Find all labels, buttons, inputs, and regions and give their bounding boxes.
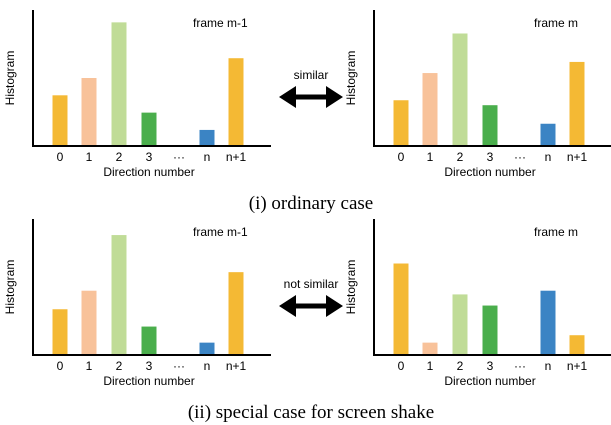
tick-label: ···: [173, 150, 185, 164]
tick-label: 1: [86, 359, 93, 373]
tick-label: 3: [487, 150, 494, 164]
bar: [393, 100, 409, 146]
y-axis-label: Histogram: [3, 260, 17, 315]
bar: [393, 263, 409, 355]
tick-label: 3: [146, 150, 153, 164]
bar: [228, 58, 244, 146]
tick-label: 1: [427, 359, 434, 373]
bar: [540, 123, 556, 146]
arrow-head-right: [326, 295, 343, 317]
bar: [199, 129, 215, 146]
tick-label: n: [204, 150, 211, 164]
bar-chart: 0 1 2 3 ··· n n+1 frame m Direction number Histog…: [344, 10, 611, 179]
tick-label: n: [545, 359, 552, 373]
bar: [482, 105, 498, 146]
bar: [111, 235, 127, 355]
bar: [81, 78, 97, 146]
double-arrow-icon: [279, 295, 343, 317]
bar: [452, 294, 468, 355]
tick-label: n+1: [567, 359, 588, 373]
tick-label: ···: [173, 359, 185, 373]
tick-label: n+1: [567, 150, 588, 164]
relation-label: similar: [294, 68, 329, 82]
tick-label: ···: [514, 150, 526, 164]
tick-label: ···: [514, 359, 526, 373]
tick-label: 0: [57, 150, 64, 164]
relation-label: not similar: [284, 277, 339, 291]
tick-label: 0: [398, 359, 405, 373]
x-axis-label: Direction number: [444, 374, 535, 388]
arrow-head-right: [326, 86, 343, 108]
tick-label: 2: [457, 150, 464, 164]
tick-label: n+1: [226, 359, 247, 373]
bar: [52, 309, 68, 355]
chart-title: frame m: [534, 225, 578, 239]
bar: [228, 272, 244, 355]
tick-label: 2: [116, 359, 123, 373]
case-caption: (ii) special case for screen shake: [188, 402, 434, 423]
tick-label: n: [204, 359, 211, 373]
bar: [141, 112, 157, 146]
bar: [569, 335, 585, 355]
tick-label: 0: [398, 150, 405, 164]
bar: [52, 95, 68, 146]
tick-label: 2: [116, 150, 123, 164]
chart-title: frame m: [534, 16, 578, 30]
bar-chart: 0 1 2 3 ··· n n+1 frame m-1 Direction number Hist…: [3, 219, 271, 388]
arrow-shaft: [292, 94, 330, 100]
bar-chart: 0 1 2 3 ··· n n+1 frame m Direction number Histog…: [344, 219, 611, 388]
y-axis-label: Histogram: [3, 51, 17, 106]
bar: [422, 342, 438, 355]
double-arrow-icon: [279, 86, 343, 108]
bar: [111, 22, 127, 147]
x-axis-label: Direction number: [103, 374, 194, 388]
tick-label: 3: [487, 359, 494, 373]
x-axis-label: Direction number: [103, 165, 194, 179]
case-caption: (i) ordinary case: [249, 193, 374, 214]
arrow-shaft: [292, 303, 330, 309]
arrow-head-left: [279, 86, 296, 108]
bar: [422, 73, 438, 146]
bar: [81, 290, 97, 355]
tick-label: n: [545, 150, 552, 164]
bar: [199, 342, 215, 355]
bar: [452, 33, 468, 147]
bar: [569, 61, 585, 146]
y-axis-label: Histogram: [344, 51, 358, 106]
case-panel: 0 1 2 3 ··· n n+1 frame m-1 Direction number Hist…: [3, 219, 611, 423]
chart-title: frame m-1: [193, 225, 248, 239]
arrow-head-left: [279, 295, 296, 317]
bar: [540, 290, 556, 355]
chart-title: frame m-1: [193, 16, 248, 30]
tick-label: 1: [86, 150, 93, 164]
case-panel: 0 1 2 3 ··· n n+1 frame m-1 Direction number Hist…: [3, 10, 611, 214]
tick-label: n+1: [226, 150, 247, 164]
tick-label: 0: [57, 359, 64, 373]
bar: [141, 326, 157, 355]
tick-label: 2: [457, 359, 464, 373]
x-axis-label: Direction number: [444, 165, 535, 179]
bar: [482, 305, 498, 355]
y-axis-label: Histogram: [344, 260, 358, 315]
tick-label: 1: [427, 150, 434, 164]
bar-chart: 0 1 2 3 ··· n n+1 frame m-1 Direction number Hist…: [3, 10, 271, 179]
tick-label: 3: [146, 359, 153, 373]
